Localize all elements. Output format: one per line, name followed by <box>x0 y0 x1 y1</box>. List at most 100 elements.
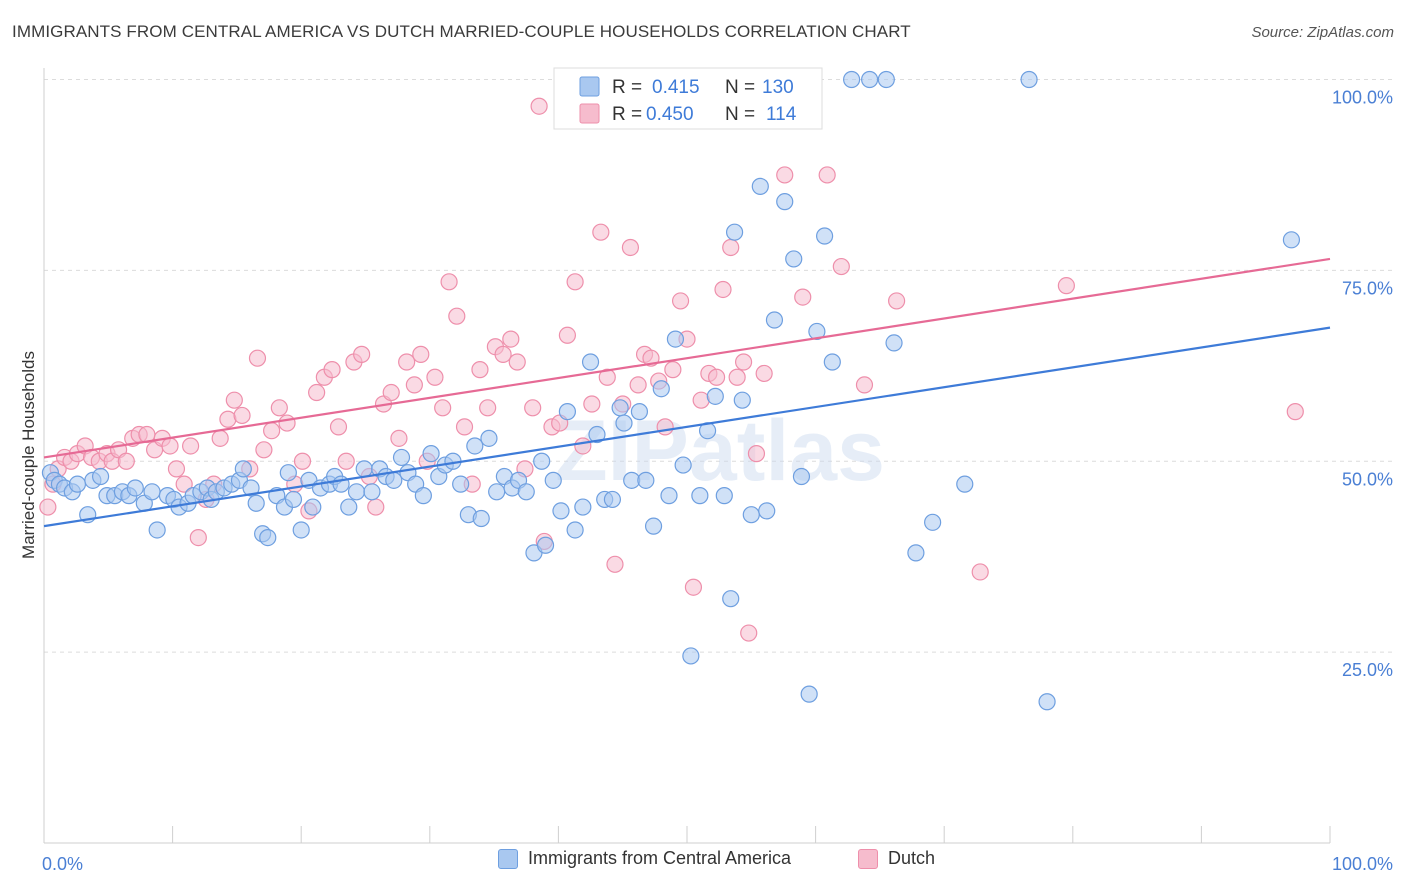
central-america-point <box>466 437 484 455</box>
central-america-point <box>91 467 110 486</box>
central-america-point <box>259 528 277 547</box>
dutch-point <box>574 437 592 455</box>
y-tick-label: 25.0% <box>1342 660 1393 680</box>
dutch-point <box>671 292 690 310</box>
central-america-point <box>725 223 744 241</box>
central-america-point <box>242 479 260 497</box>
legend-r-value: 0.450 <box>646 104 694 125</box>
trendlines <box>43 257 1331 528</box>
dutch-point <box>117 452 135 470</box>
dutch-point <box>405 376 423 394</box>
tick-labels: 25.0% 50.0% 75.0% 100.0% 0.0% 100.0% <box>42 88 1393 875</box>
y-tick-label: 100.0% <box>1332 88 1393 108</box>
central-america-point <box>808 322 826 341</box>
dutch-point <box>664 361 682 379</box>
dutch-point <box>558 326 577 344</box>
dutch-point <box>524 399 542 417</box>
legend-label-dutch: Dutch <box>888 848 936 868</box>
central-america-point <box>566 521 584 539</box>
dutch-point <box>734 353 753 371</box>
dutch-point <box>728 368 746 386</box>
dutch-point <box>606 555 624 573</box>
central-america-point <box>644 517 663 535</box>
dutch-point <box>776 166 794 184</box>
source-note: Source: ZipAtlas.com <box>1251 24 1394 41</box>
dutch-point <box>583 395 601 413</box>
legend-label-central-america: Immigrants from Central America <box>528 848 792 868</box>
central-america-point <box>666 330 685 348</box>
dutch-point <box>794 288 812 306</box>
central-america-point <box>611 399 629 417</box>
legend-swatch-blue <box>498 848 518 869</box>
dutch-point <box>233 406 251 425</box>
central-america-point <box>885 334 903 352</box>
central-america-point <box>472 509 490 528</box>
dutch-point <box>448 307 466 325</box>
dutch-point <box>818 166 836 184</box>
dutch-point <box>270 399 288 417</box>
central-america-point <box>143 483 161 501</box>
legend-n-value: 130 <box>762 77 794 98</box>
central-america-point <box>347 483 366 501</box>
dutch-point <box>855 376 874 394</box>
dutch-point <box>471 361 489 379</box>
dutch-point <box>455 418 474 436</box>
dutch-point <box>502 330 520 348</box>
dutch-point <box>189 528 207 547</box>
central-america-point <box>558 403 577 421</box>
dutch-point <box>684 578 703 596</box>
x-tick-label: 100.0% <box>1332 854 1393 874</box>
central-america-point <box>488 483 506 501</box>
central-america-point <box>574 498 592 516</box>
central-america-point <box>422 445 440 463</box>
dutch-point <box>440 273 458 291</box>
central-america-point <box>533 452 551 470</box>
central-america-point <box>292 521 310 539</box>
legend-n-label: N = <box>725 77 755 98</box>
dutch-point <box>248 349 267 367</box>
central-america-point <box>861 70 879 89</box>
dutch-point <box>293 452 312 470</box>
central-america-point <box>630 403 649 421</box>
dutch-point <box>494 345 512 363</box>
central-america-point <box>552 502 570 520</box>
dutch-point <box>434 399 452 417</box>
dutch-point <box>390 429 408 447</box>
central-america-point <box>603 490 622 509</box>
dutch-point <box>182 437 200 455</box>
dutch-point <box>888 292 906 310</box>
central-america-point <box>126 479 144 497</box>
dutch-point <box>219 410 237 428</box>
central-america-point <box>722 590 740 608</box>
dutch-point <box>329 418 348 436</box>
legend-item-central-america: Immigrants from Central America <box>498 848 791 869</box>
dutch-point <box>398 353 416 371</box>
legend-bottom: Immigrants from Central America Dutch <box>0 848 1406 880</box>
dutch-point <box>714 280 732 299</box>
legend-blue-swatch <box>579 76 600 97</box>
legend-r-label: R = <box>612 104 642 125</box>
dutch-point <box>592 223 610 241</box>
dutch-point <box>971 563 989 581</box>
central-america-point <box>452 475 470 493</box>
central-america-point <box>816 227 834 245</box>
central-america-point <box>340 498 358 516</box>
central-america-point <box>544 471 562 489</box>
dutch-point <box>161 437 179 455</box>
central-america-point <box>581 353 600 371</box>
gridlines <box>44 79 1392 653</box>
dutch-point <box>323 361 341 379</box>
dutch-point <box>39 498 57 516</box>
central-america-point <box>363 483 381 501</box>
dutch-point <box>479 399 497 417</box>
dutch-point <box>598 368 616 386</box>
central-america-point <box>776 193 794 211</box>
central-america-point <box>536 536 555 554</box>
central-america-point <box>588 425 606 444</box>
dutch-point <box>278 414 296 432</box>
dutch-point <box>337 452 355 470</box>
central-america-point <box>247 494 265 512</box>
central-america-point <box>615 414 633 432</box>
legend-r-label: R = <box>612 77 642 98</box>
